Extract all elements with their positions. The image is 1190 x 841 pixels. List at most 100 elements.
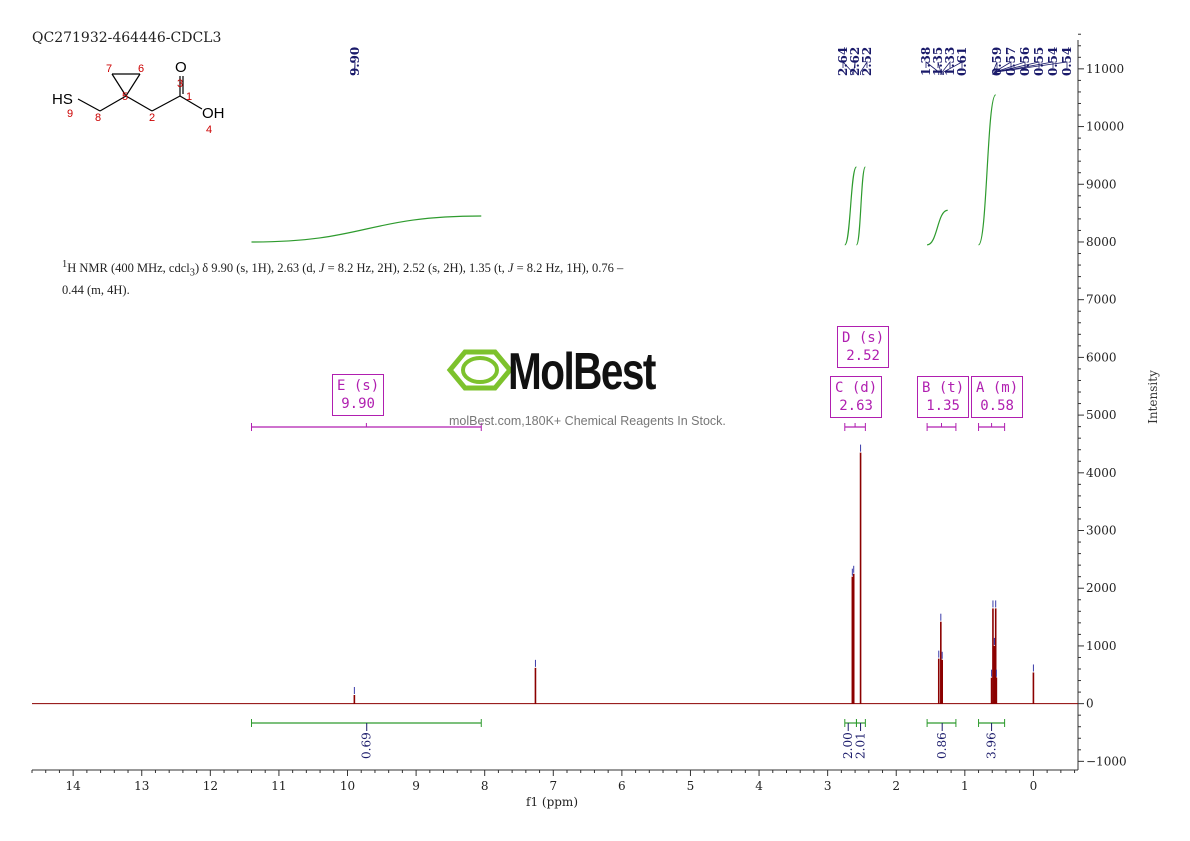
atom-label: O	[175, 59, 187, 76]
y-tick-label: 7000	[1086, 293, 1117, 307]
x-tick-label: 9	[412, 779, 420, 793]
peak-label-connector	[860, 60, 868, 75]
atom-number: 6	[138, 63, 144, 75]
x-tick-label: 13	[134, 779, 149, 793]
x-tick-label: 12	[203, 779, 218, 793]
peak-label-connector	[993, 61, 1012, 75]
peak-labels: 9.90 2.642.622.52 1.381.351.330.61 0.59 0.57…	[348, 47, 1074, 76]
peak-label-connector	[842, 60, 853, 75]
y-tick-label: 10000	[1086, 120, 1124, 134]
x-tick-label: 14	[66, 779, 82, 793]
peak-label: 0.54	[1046, 47, 1060, 76]
integral-curve	[251, 215, 482, 243]
x-tick-label: 11	[271, 779, 286, 793]
x-tick-label: 3	[824, 779, 832, 793]
atom-number: 8	[95, 112, 101, 124]
x-tick-label: 6	[618, 779, 626, 793]
peak-label: 0.61	[955, 47, 969, 76]
atom-number: 3	[177, 78, 183, 90]
x-tick-label: 8	[481, 779, 489, 793]
bond	[99, 95, 127, 112]
integral-value: 2.01	[854, 732, 868, 759]
y-tick-label: 4000	[1086, 466, 1117, 480]
peak-label: 2.62	[848, 47, 862, 76]
multiplet-label: E (s)	[337, 378, 380, 394]
atom-number: 7	[106, 63, 112, 75]
x-tick-label: 10	[340, 779, 355, 793]
y-tick-label: 9000	[1086, 177, 1117, 191]
atom-number: 2	[149, 112, 155, 124]
y-axis-label: Intensity	[1146, 370, 1160, 424]
integral-curves	[251, 94, 997, 246]
peak-label-connector	[995, 61, 1040, 75]
multiplet-box: C (d) 2.63	[830, 376, 883, 418]
multiplet-label: B (t)	[922, 380, 965, 396]
y-tick-label: 11000	[1086, 62, 1124, 76]
watermark-tagline: molBest.com,180K+ Chemical Reagents In S…	[449, 414, 726, 428]
x-tick-label: 4	[755, 779, 763, 793]
bond	[125, 73, 141, 97]
integral-curve	[855, 166, 866, 246]
multiplet-box: E (s) 9.90	[332, 374, 385, 416]
molbest-logo-icon	[446, 349, 514, 391]
chemical-structure: HS O OH 1 2 3 4 5 6 7 8 9	[52, 59, 225, 136]
bond	[111, 73, 127, 97]
x-tick-label: 1	[961, 779, 969, 793]
spectrum-trace	[32, 444, 1078, 705]
atom-number: 5	[122, 91, 128, 103]
integral-curve	[926, 209, 948, 246]
multiplet-shift: 9.90	[341, 396, 375, 412]
y-tick-label: 1000	[1086, 639, 1117, 653]
x-tick-label: 0	[1030, 779, 1038, 793]
multiplet-shift: 2.63	[839, 398, 873, 414]
bond	[151, 95, 181, 112]
atom-label: OH	[202, 105, 225, 122]
multiplet-label: C (d)	[835, 380, 878, 396]
multiplet-label: D (s)	[842, 330, 885, 346]
integral-value: 2.00	[841, 732, 855, 759]
multiplet-shift: 1.35	[926, 398, 960, 414]
peak-label-connector	[925, 61, 940, 75]
peak-label-connector	[943, 61, 963, 75]
multiplet-box: B (t) 1.35	[917, 376, 970, 418]
peak-label-connector	[937, 61, 942, 75]
multiplet-shift: 0.58	[980, 398, 1014, 414]
multiplet-label: A (m)	[976, 380, 1019, 396]
peak-label: 9.90	[348, 47, 362, 76]
y-tick-label: 3000	[1086, 524, 1117, 538]
multiplet-shift: 2.52	[846, 348, 880, 364]
integral-curve	[977, 94, 997, 246]
watermark-logo-text: MolBest	[508, 343, 656, 401]
peak-label: 0.54	[1060, 47, 1074, 76]
multiplet-bars	[250, 423, 1006, 431]
peak-label: 0.57	[1004, 47, 1018, 76]
peak-label: 0.55	[1032, 47, 1046, 76]
y-tick-label: 0	[1086, 697, 1094, 711]
atom-number: 1	[186, 91, 192, 103]
integral-curve	[844, 166, 858, 246]
y-tick-label: 6000	[1086, 350, 1117, 364]
sample-id: QC271932-464446-CDCL3	[32, 30, 222, 46]
peak-label-connector	[992, 61, 998, 75]
y-tick-label: 5000	[1086, 408, 1117, 422]
y-tick-label: 2000	[1086, 581, 1117, 595]
bond	[125, 95, 153, 112]
peak-label-connector	[941, 60, 951, 75]
y-tick-label: −1000	[1086, 754, 1127, 768]
atom-number: 9	[67, 108, 73, 120]
atom-label: HS	[52, 91, 73, 108]
x-tick-label: 7	[549, 779, 557, 793]
integral-value: 0.69	[360, 732, 374, 759]
axes: 14 13 12 11 10 9 8 7 6 5 4 3 2 1 0f1 (ppm)−10000100020…	[31, 33, 1160, 809]
atom-number: 4	[206, 124, 212, 136]
y-tick-label: 8000	[1086, 235, 1117, 249]
x-tick-label: 5	[687, 779, 695, 793]
integral-value: 0.86	[935, 732, 949, 759]
nmr-description: 1H NMR (400 MHz, cdcl3) δ 9.90 (s, 1H), …	[62, 259, 624, 297]
peak-label: 2.64	[836, 47, 850, 76]
integral-bars: 0.69 2.002.01 0.86 3.96	[250, 719, 1006, 759]
peak-label: 1.38	[919, 47, 933, 76]
peak-label: 0.56	[1018, 47, 1032, 76]
integral-value: 3.96	[985, 732, 999, 759]
peak-label-connector	[353, 61, 356, 75]
